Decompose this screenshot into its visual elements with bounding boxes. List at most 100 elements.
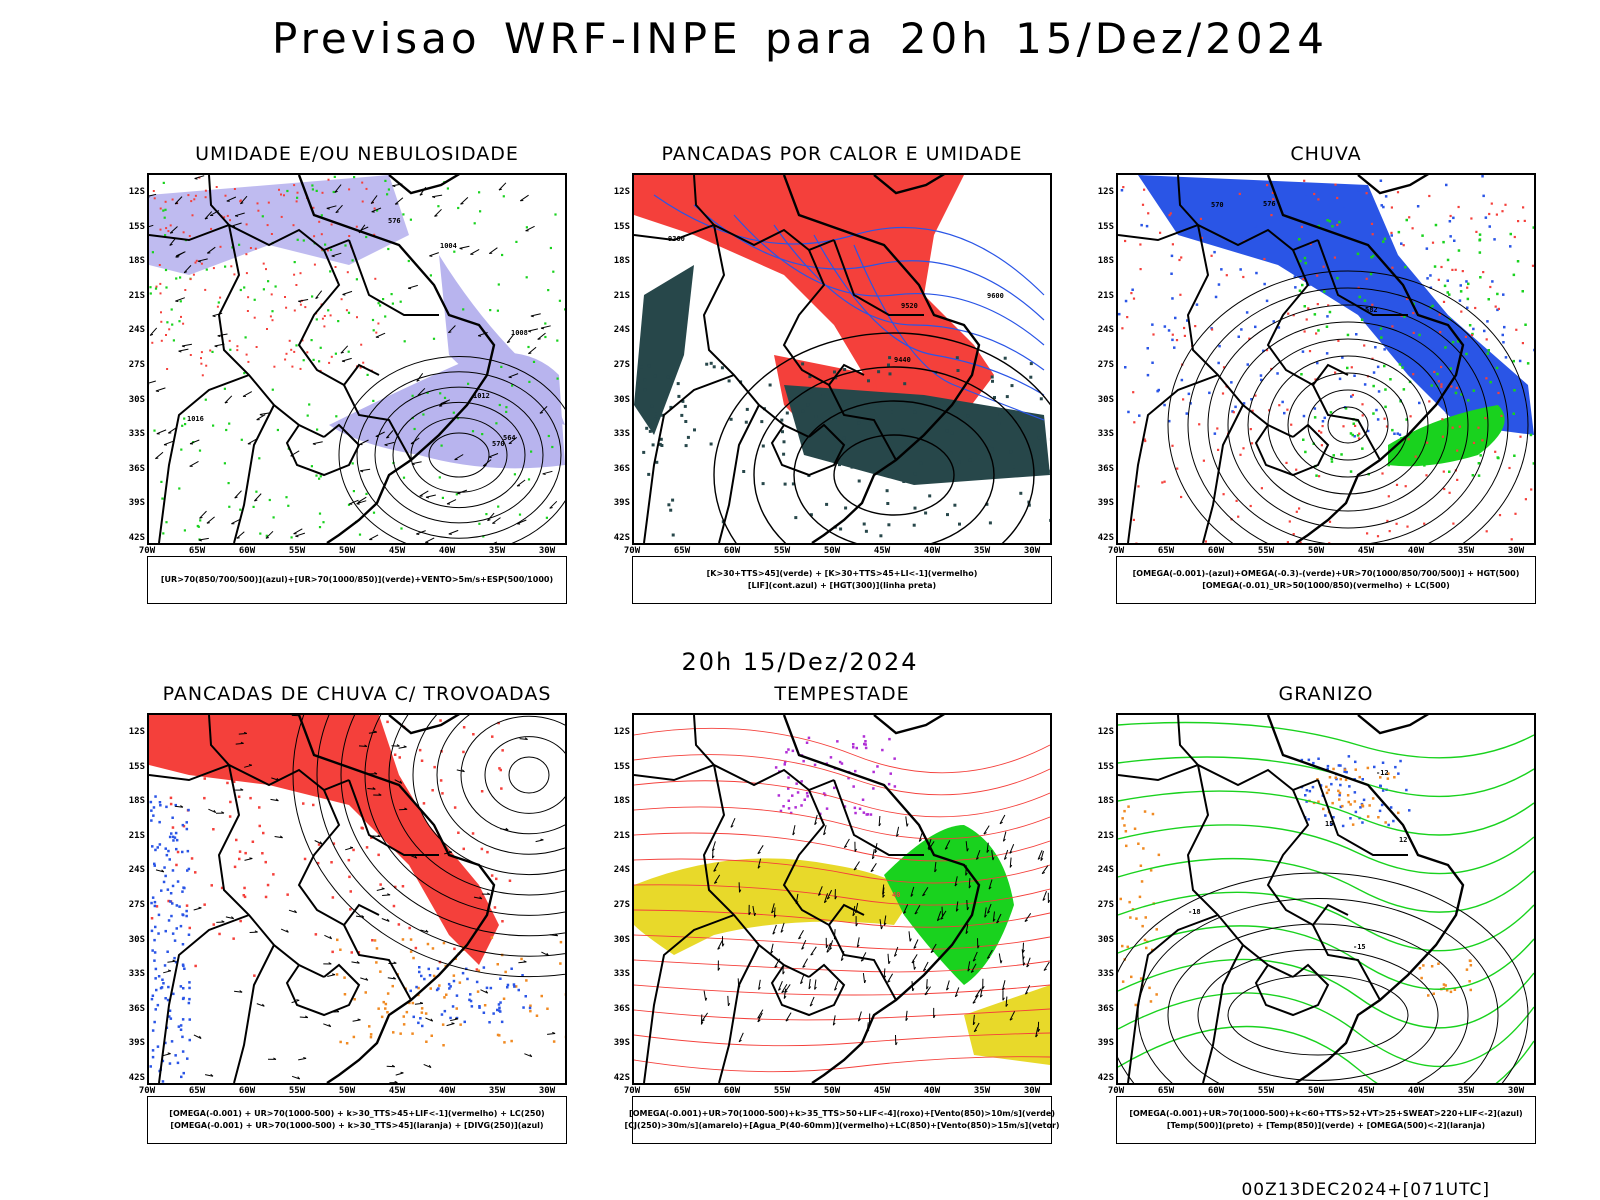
shaded-cell	[1351, 823, 1355, 826]
shaded-cell	[1361, 447, 1364, 450]
shaded-cell	[233, 188, 236, 190]
shaded-cell	[1466, 297, 1470, 301]
latitude-tick-label: 18S	[1097, 796, 1114, 807]
contour-line	[1207, 304, 1489, 543]
wind-vector	[416, 373, 424, 382]
shaded-cell	[469, 999, 473, 1003]
wind-vector-head	[701, 1019, 705, 1022]
shaded-cell	[293, 309, 296, 312]
shaded-cell	[168, 747, 171, 750]
shaded-cell	[313, 263, 316, 266]
shaded-cell	[881, 442, 885, 446]
shaded-cell	[201, 374, 204, 377]
shaded-cell	[165, 720, 168, 723]
shaded-cell	[1497, 391, 1500, 395]
wind-vector	[459, 245, 470, 249]
shaded-cell	[1384, 405, 1387, 409]
latitude-tick-label: 12S	[1097, 727, 1114, 737]
wind-vector-head	[972, 1022, 976, 1026]
shaded-cell	[1363, 383, 1367, 386]
shaded-cell	[1401, 327, 1404, 330]
water-contour	[634, 727, 1050, 774]
contour-label: 40	[892, 891, 900, 899]
contour-line	[364, 715, 565, 916]
shaded-cell	[430, 834, 433, 838]
wind-vector	[454, 454, 464, 461]
shaded-cell	[432, 337, 436, 340]
jet-stream-region	[964, 985, 1050, 1065]
shaded-cell	[1301, 350, 1305, 353]
shaded-cell	[151, 994, 155, 997]
shaded-cell	[478, 191, 481, 194]
latitude-tick-label: 30S	[128, 394, 145, 405]
shaded-cell	[1393, 776, 1396, 779]
border-line	[1186, 224, 1294, 438]
shaded-cell	[243, 372, 246, 375]
shaded-cell	[1312, 761, 1315, 765]
border-line	[1266, 789, 1349, 927]
shaded-cell	[258, 457, 261, 460]
latitude-tick-label: 21S	[613, 290, 630, 301]
shaded-cell	[956, 369, 960, 372]
shaded-cell	[1287, 312, 1290, 315]
shaded-cell	[1374, 346, 1377, 349]
shaded-cell	[525, 276, 528, 279]
wind-vector-head	[206, 522, 210, 524]
temp850-contour	[1118, 992, 1534, 1068]
latitude-tick-label: 27S	[613, 900, 630, 910]
wind-vector-head	[996, 920, 1000, 924]
shaded-cell	[1303, 264, 1306, 267]
shaded-cell	[787, 748, 790, 751]
contour-label: 15	[1325, 820, 1333, 828]
shaded-cell	[175, 277, 178, 280]
shaded-cell	[1466, 286, 1469, 289]
wind-vector-head	[161, 869, 165, 873]
coastline	[1357, 715, 1429, 735]
shaded-cell	[165, 853, 169, 857]
latitude-tick-label: 30S	[1097, 934, 1114, 945]
wind-vector	[530, 313, 541, 317]
shaded-cell	[495, 877, 498, 881]
panel-legend: [K>30+TTS>45](verde) + [K>30+TTS>45+LI<-…	[632, 556, 1052, 604]
shaded-cell	[1440, 383, 1443, 386]
wind-vector-head	[771, 910, 775, 914]
shaded-cell	[351, 259, 354, 262]
shaded-cell	[1503, 325, 1506, 329]
wind-vector	[986, 842, 989, 853]
shaded-cell	[455, 1007, 458, 1010]
wind-vector-head	[430, 1018, 434, 1022]
shaded-cell	[1313, 192, 1316, 196]
border-line	[348, 779, 439, 856]
shaded-cell	[1163, 325, 1167, 328]
shaded-cell	[1122, 186, 1125, 189]
shaded-cell	[278, 188, 280, 191]
shaded-cell	[205, 364, 208, 367]
shaded-cell	[1198, 423, 1201, 426]
shaded-cell	[1124, 366, 1127, 369]
shaded-cell	[318, 512, 322, 515]
contour-line	[460, 715, 565, 835]
shaded-cell	[1449, 367, 1452, 370]
shaded-cell	[852, 746, 855, 749]
legend-line: [OMEGA(-0.001)-(azul)+OMEGA(-0.3)-(verde…	[1132, 569, 1520, 578]
shaded-cell	[488, 1021, 491, 1024]
contour-line	[1167, 923, 1469, 1083]
wind-vector	[274, 836, 283, 839]
shaded-cell	[1371, 797, 1375, 800]
shaded-cell	[1351, 393, 1354, 397]
shaded-cell	[232, 937, 235, 940]
shaded-cell	[501, 253, 504, 257]
shaded-cell	[239, 508, 242, 511]
shaded-cell	[1523, 219, 1526, 222]
shaded-cell	[890, 410, 894, 414]
shaded-cell	[1308, 276, 1312, 279]
shaded-cell	[862, 522, 866, 526]
shaded-cell	[1232, 411, 1235, 414]
wind-vector	[149, 193, 157, 197]
shaded-cell	[1392, 819, 1395, 823]
shaded-cell	[402, 476, 406, 479]
shaded-cell	[1140, 880, 1144, 883]
wind-vector-head	[896, 833, 899, 837]
shaded-cell	[158, 843, 162, 846]
shaded-cell	[966, 432, 970, 436]
